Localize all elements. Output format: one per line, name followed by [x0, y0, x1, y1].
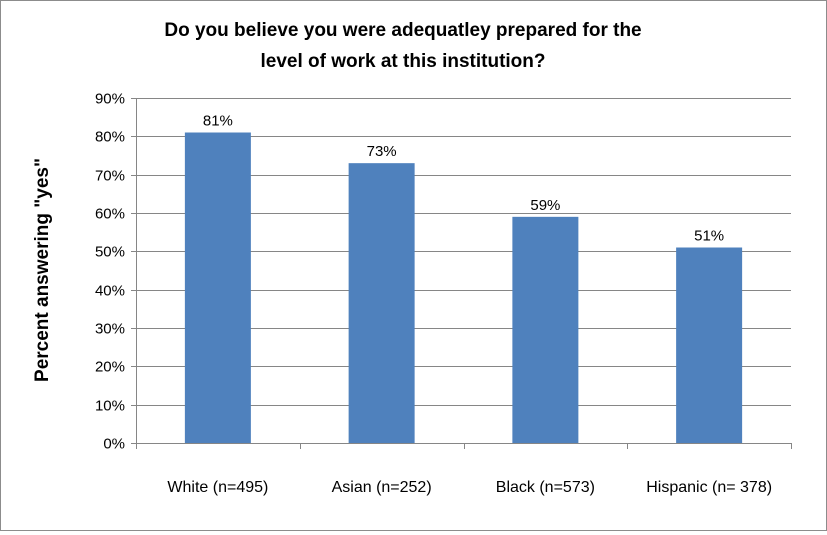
bar [676, 247, 743, 443]
bar [512, 216, 579, 443]
y-axis-label: Percent answering "yes" [32, 158, 53, 382]
labels: 0% 10% 20% 30% 40% 50% 60% 70% 80% 90% White (n=49… [95, 91, 772, 497]
y-tick-label: 70% [95, 168, 125, 185]
y-tick-label: 60% [95, 206, 125, 223]
y-tick-label: 90% [95, 91, 125, 108]
y-tick-label: 40% [95, 283, 125, 300]
data-label: 51% [694, 228, 724, 245]
x-category-label: Black (n=573) [496, 479, 595, 496]
x-category-label: Asian (n=252) [332, 479, 432, 496]
data-label: 59% [530, 197, 560, 214]
data-label: 73% [367, 143, 397, 160]
x-category-label: Hispanic (n= 378) [646, 479, 772, 496]
bars [184, 132, 743, 443]
bar [348, 163, 415, 443]
x-category-label: White (n=495) [167, 479, 268, 496]
y-tick-label: 0% [103, 436, 125, 453]
data-label: 81% [203, 113, 233, 130]
bar [184, 132, 251, 443]
y-tick-label: 30% [95, 321, 125, 338]
y-tick-label: 20% [95, 359, 125, 376]
y-tick-label: 50% [95, 244, 125, 261]
y-tick-label: 80% [95, 129, 125, 146]
axes [131, 98, 792, 449]
y-tick-label: 10% [95, 398, 125, 415]
chart-title-line-1: Do you believe you were adequatley prepa… [164, 20, 641, 41]
chart-title-line-2: level of work at this institution? [260, 51, 545, 72]
